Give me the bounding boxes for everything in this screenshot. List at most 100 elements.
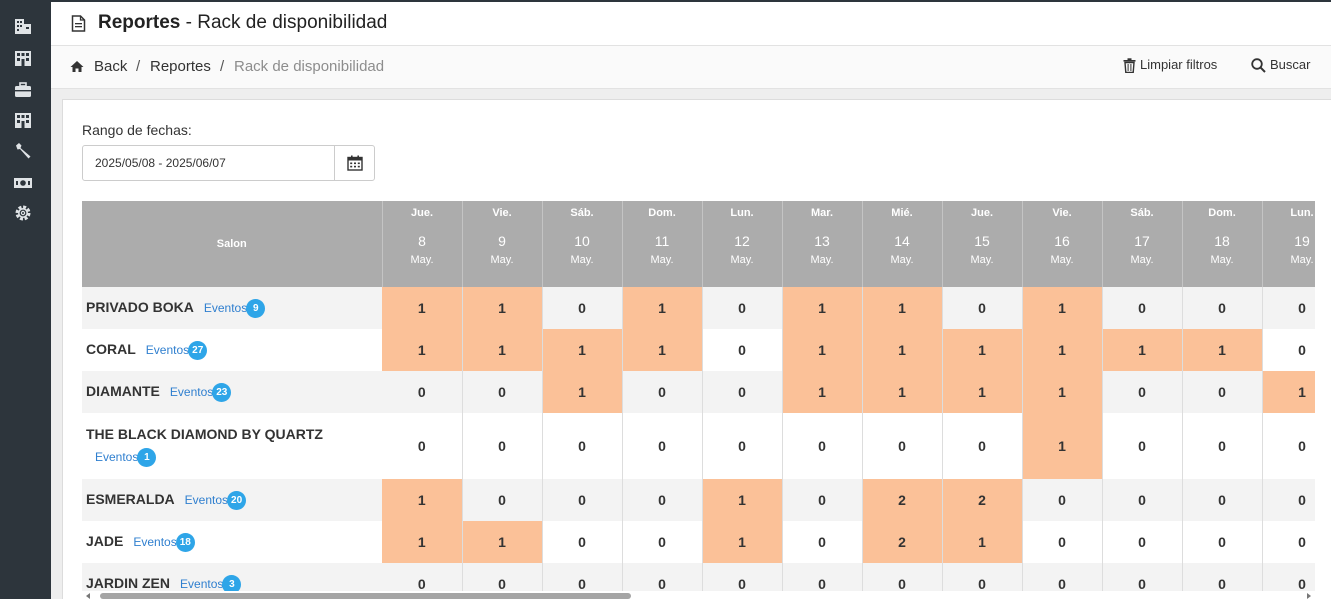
availability-cell[interactable]: 0 [1022,563,1103,591]
availability-cell[interactable]: 0 [702,371,783,413]
availability-cell[interactable]: 0 [622,521,703,563]
availability-cell[interactable]: 0 [1182,563,1263,591]
availability-cell[interactable]: 1 [382,287,463,329]
availability-cell[interactable]: 1 [622,329,703,371]
search-button[interactable]: Buscar [1251,57,1310,73]
events-link[interactable]: Eventos 27 [146,340,208,360]
building-icon[interactable] [13,16,33,36]
availability-cell[interactable]: 0 [1182,413,1263,479]
availability-cell[interactable]: 2 [862,521,943,563]
availability-cell[interactable]: 1 [542,329,623,371]
availability-cell[interactable]: 1 [1022,371,1103,413]
availability-cell[interactable]: 0 [462,479,543,521]
availability-cell[interactable]: 1 [1022,329,1103,371]
availability-cell[interactable]: 1 [462,521,543,563]
availability-cell[interactable]: 1 [1022,287,1103,329]
availability-cell[interactable]: 0 [1102,287,1183,329]
availability-cell[interactable]: 0 [542,287,623,329]
events-link[interactable]: Eventos 3 [180,574,242,591]
events-link[interactable]: Eventos 23 [170,382,232,402]
availability-cell[interactable]: 0 [942,287,1023,329]
availability-cell[interactable]: 1 [862,329,943,371]
clear-filters-button[interactable]: Limpiar filtros [1123,57,1217,74]
availability-cell[interactable]: 1 [702,479,783,521]
availability-cell[interactable]: 0 [462,413,543,479]
availability-cell[interactable]: 0 [702,413,783,479]
breadcrumb-reportes[interactable]: Reportes [150,58,211,75]
availability-cell[interactable]: 0 [942,413,1023,479]
availability-cell[interactable]: 0 [1262,329,1315,371]
availability-cell[interactable]: 0 [1262,563,1315,591]
scrollbar-thumb[interactable] [100,593,631,599]
availability-cell[interactable]: 0 [1102,563,1183,591]
availability-cell[interactable]: 0 [382,413,463,479]
availability-cell[interactable]: 0 [1182,521,1263,563]
gear-icon[interactable] [13,203,33,223]
availability-cell[interactable]: 1 [462,329,543,371]
events-link[interactable]: Eventos 18 [133,532,195,552]
availability-cell[interactable]: 0 [1182,479,1263,521]
availability-cell[interactable]: 0 [1262,479,1315,521]
availability-cell[interactable]: 0 [1182,371,1263,413]
availability-cell[interactable]: 0 [702,329,783,371]
availability-cell[interactable]: 1 [462,287,543,329]
availability-cell[interactable]: 0 [702,287,783,329]
availability-cell[interactable]: 1 [782,371,863,413]
availability-cell[interactable]: 0 [782,521,863,563]
availability-cell[interactable]: 0 [1182,287,1263,329]
availability-cell[interactable]: 2 [862,479,943,521]
availability-cell[interactable]: 1 [782,287,863,329]
availability-cell[interactable]: 0 [862,563,943,591]
availability-cell[interactable]: 0 [942,563,1023,591]
availability-cell[interactable]: 0 [782,479,863,521]
events-link[interactable]: Eventos 9 [204,298,266,318]
availability-cell[interactable]: 0 [1102,479,1183,521]
availability-cell[interactable]: 0 [702,563,783,591]
availability-cell[interactable]: 0 [382,563,463,591]
availability-cell[interactable]: 1 [382,479,463,521]
availability-cell[interactable]: 2 [942,479,1023,521]
availability-cell[interactable]: 1 [942,371,1023,413]
availability-cell[interactable]: 0 [1262,287,1315,329]
availability-cell[interactable]: 1 [1262,371,1315,413]
store-icon[interactable] [13,110,33,130]
availability-cell[interactable]: 0 [782,413,863,479]
availability-cell[interactable]: 0 [542,563,623,591]
availability-cell[interactable]: 0 [622,479,703,521]
availability-cell[interactable]: 0 [542,521,623,563]
availability-cell[interactable]: 0 [542,413,623,479]
scroll-left-arrow[interactable] [86,593,90,599]
availability-cell[interactable]: 0 [1022,479,1103,521]
availability-cell[interactable]: 0 [862,413,943,479]
availability-cell[interactable]: 0 [1262,521,1315,563]
briefcase-icon[interactable] [13,80,33,100]
availability-cell[interactable]: 1 [862,287,943,329]
horizontal-scrollbar[interactable] [82,591,1315,599]
availability-cell[interactable]: 0 [622,563,703,591]
availability-cell[interactable]: 1 [1022,413,1103,479]
money-icon[interactable] [13,173,33,193]
availability-cell[interactable]: 1 [382,521,463,563]
availability-cell[interactable]: 1 [1182,329,1263,371]
availability-cell[interactable]: 0 [382,371,463,413]
availability-cell[interactable]: 1 [1102,329,1183,371]
availability-cell[interactable]: 0 [1102,413,1183,479]
availability-cell[interactable]: 0 [462,371,543,413]
availability-cell[interactable]: 1 [382,329,463,371]
availability-cell[interactable]: 1 [782,329,863,371]
availability-cell[interactable]: 0 [462,563,543,591]
events-link[interactable]: Eventos 1 [95,447,157,467]
availability-cell[interactable]: 0 [622,371,703,413]
availability-cell[interactable]: 0 [622,413,703,479]
events-link[interactable]: Eventos 20 [185,490,247,510]
availability-cell[interactable]: 1 [702,521,783,563]
availability-cell[interactable]: 1 [622,287,703,329]
availability-cell[interactable]: 0 [542,479,623,521]
calendar-button[interactable] [334,146,374,180]
scroll-right-arrow[interactable] [1307,593,1311,599]
availability-cell[interactable]: 1 [942,329,1023,371]
availability-cell[interactable]: 0 [1102,371,1183,413]
date-range-input[interactable] [83,146,334,180]
availability-cell[interactable]: 0 [1022,521,1103,563]
availability-cell[interactable]: 0 [782,563,863,591]
